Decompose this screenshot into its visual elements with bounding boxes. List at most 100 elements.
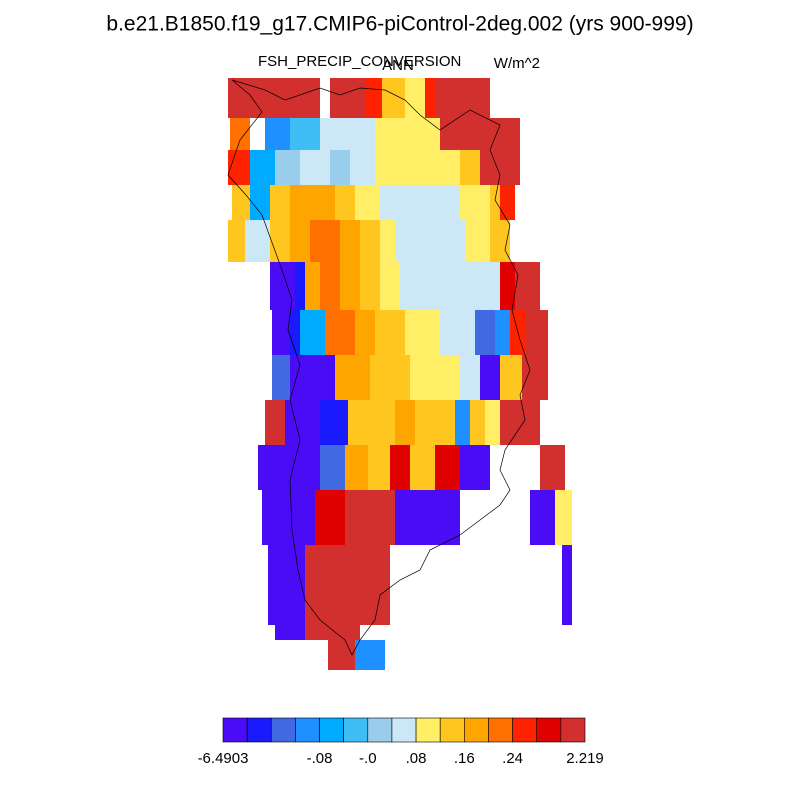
grid-cell: [475, 310, 495, 355]
grid-cell: [485, 400, 500, 445]
grid-cell: [315, 490, 345, 545]
grid-cell: [228, 150, 250, 185]
grid-cell: [270, 220, 290, 262]
colorbar-box: [343, 717, 369, 743]
grid-cell: [395, 400, 415, 445]
colorbar-box: [512, 717, 538, 743]
grid-cell: [410, 445, 435, 490]
colorbar-box: [222, 717, 248, 743]
grid-cell: [320, 400, 348, 445]
grid-cell: [415, 400, 455, 445]
grid-cell: [425, 78, 435, 118]
grid-cell: [275, 150, 300, 185]
colorbar-label: 2.219: [566, 750, 604, 767]
grid-cell: [365, 78, 382, 118]
grid-cell: [290, 118, 320, 150]
grid-cell: [290, 220, 310, 262]
grid-cell: [460, 185, 490, 220]
grid-cell: [232, 185, 250, 220]
colorbar-box: [415, 717, 441, 743]
grid-cell: [495, 310, 510, 355]
grid-cell: [360, 220, 380, 262]
grid-cell: [460, 78, 490, 118]
grid-cell: [305, 545, 390, 625]
grid-cell: [382, 78, 405, 118]
grid-cell: [395, 490, 460, 545]
grid-cell: [410, 355, 460, 400]
grid-cell: [228, 220, 245, 262]
colorbar-label: -.0: [359, 750, 377, 767]
grid-cell: [345, 118, 375, 150]
grid-cell: [320, 445, 345, 490]
colorbar-box: [391, 717, 417, 743]
colorbar: -6.4903 -.08 -.0 .08 .16 .24 2.219: [198, 717, 604, 767]
grid-cell: [310, 220, 340, 262]
grid-cell: [368, 445, 390, 490]
grid-cell: [268, 545, 305, 625]
grid-cell: [470, 400, 485, 445]
grid-cell: [305, 262, 320, 310]
grid-cell: [270, 185, 290, 220]
grid-cell: [330, 78, 365, 118]
grid-cell: [375, 310, 405, 355]
grid-cell: [500, 355, 522, 400]
grid-cell: [562, 545, 572, 625]
grid-cell: [355, 310, 375, 355]
colorbar-label: -6.4903: [198, 750, 249, 767]
grid-cell: [440, 310, 475, 355]
colorbar-box: [488, 717, 513, 743]
grid-cell: [400, 262, 500, 310]
grid-cell: [355, 185, 380, 220]
grid-cell: [305, 625, 360, 640]
grid-cell: [360, 262, 380, 310]
grid-cell: [250, 150, 275, 185]
grid-cell: [230, 118, 250, 150]
colorbar-box: [439, 717, 465, 743]
grid-cell: [345, 445, 368, 490]
colorbar-box: [560, 717, 586, 743]
colorbar-label: .24: [502, 750, 523, 767]
map-cells: [228, 78, 572, 670]
grid-cell: [500, 262, 515, 310]
grid-cell: [370, 355, 410, 400]
grid-cell: [345, 490, 395, 545]
grid-cell: [270, 262, 295, 310]
grid-cell: [555, 490, 572, 545]
grid-cell: [460, 355, 480, 400]
grid-cell: [330, 150, 350, 185]
grid-cell: [262, 490, 315, 545]
grid-cell: [320, 262, 340, 310]
grid-cell: [265, 118, 290, 150]
colorbar-box: [367, 717, 393, 743]
grid-cell: [490, 220, 510, 262]
grid-cell: [300, 310, 325, 355]
grid-cell: [265, 400, 285, 445]
grid-cell: [380, 262, 400, 310]
colorbar-label: -.08: [307, 750, 333, 767]
grid-cell: [405, 78, 425, 118]
grid-cell: [290, 310, 300, 355]
colorbar-box: [536, 717, 562, 743]
grid-cell: [455, 400, 470, 445]
grid-cell: [525, 310, 548, 355]
grid-cell: [325, 310, 355, 355]
grid-cell: [390, 445, 410, 490]
coastline: [227, 79, 531, 656]
grid-cell: [470, 118, 520, 150]
colorbar-label: .16: [454, 750, 475, 767]
grid-cell: [530, 490, 555, 545]
grid-cell: [380, 220, 395, 262]
grid-cell: [320, 118, 345, 150]
grid-cell: [335, 355, 370, 400]
season: ANN: [382, 57, 414, 74]
colorbar-label: .08: [406, 750, 427, 767]
colorbar-box: [295, 717, 320, 743]
grid-cell: [395, 220, 465, 262]
grid-cell: [275, 625, 305, 640]
grid-cell: [300, 150, 330, 185]
grid-cell: [285, 400, 320, 445]
grid-cell: [290, 185, 335, 220]
grid-cell: [348, 400, 395, 445]
grid-cell: [350, 150, 375, 185]
